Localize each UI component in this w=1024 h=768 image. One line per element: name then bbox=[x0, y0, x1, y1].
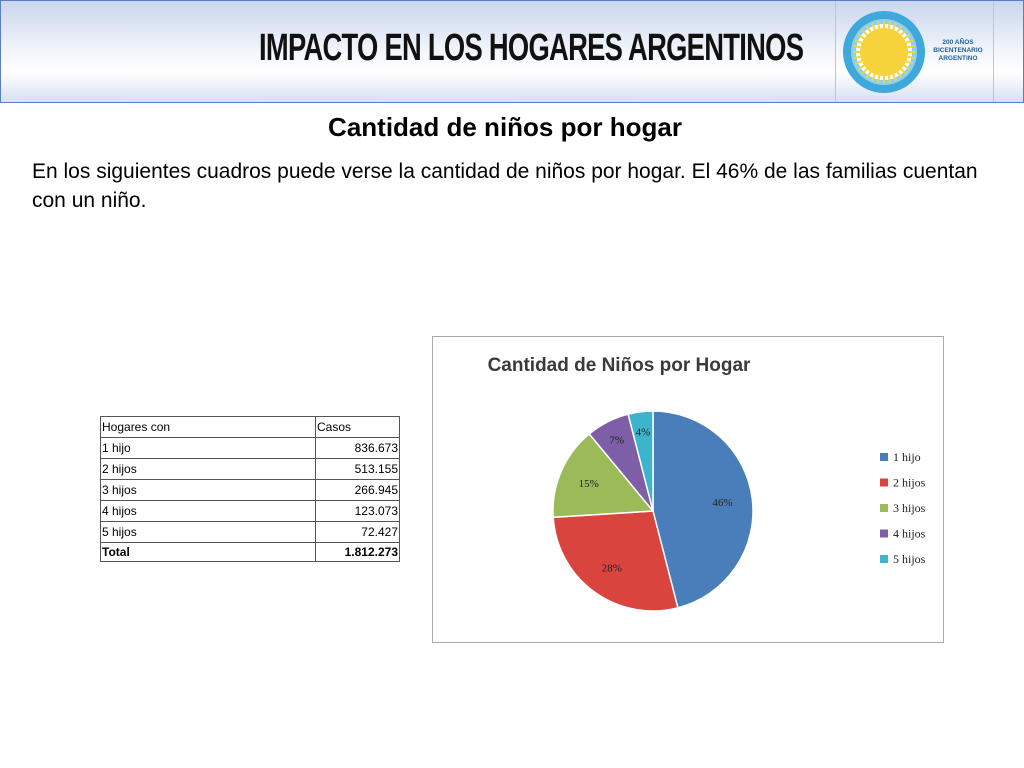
sun-ray bbox=[857, 33, 865, 40]
slice-percent-label: 46% bbox=[712, 497, 732, 509]
table-row: 1 hijo 836.673 bbox=[100, 437, 400, 459]
pie-slice-1 bbox=[652, 410, 754, 609]
sun-ray bbox=[896, 25, 903, 33]
legend-swatch bbox=[880, 453, 888, 461]
sun-ray bbox=[853, 55, 861, 60]
pie-chart-frame: Cantidad de Niños por Hogar 46% 28% 15% 7% 4… bbox=[432, 336, 944, 643]
sun-ray bbox=[892, 22, 897, 31]
sun-ray bbox=[854, 60, 863, 65]
table-row: 4 hijos 123.073 bbox=[100, 500, 400, 522]
chart-legend: 1 hijo 2 hijos 3 hijos 4 hijos 5 hijos bbox=[880, 450, 926, 566]
legend-swatch bbox=[880, 504, 888, 512]
table-cell: 72.427 bbox=[315, 521, 400, 543]
sun-rays-icon bbox=[843, 11, 925, 93]
table-cell: 5 hijos bbox=[100, 521, 316, 543]
table-row: 5 hijos 72.427 bbox=[100, 521, 400, 543]
sun-ray bbox=[861, 68, 868, 75]
table-cell: 836.673 bbox=[315, 437, 400, 459]
slice-percent-label: 4% bbox=[636, 427, 651, 439]
legend-swatch bbox=[880, 529, 888, 538]
table-cell: 123.073 bbox=[315, 500, 400, 522]
bicentenario-logo bbox=[839, 7, 929, 97]
table-header-cell: Hogares con bbox=[100, 416, 316, 438]
pie-slice-2 bbox=[552, 510, 679, 612]
slice-percent-label: 28% bbox=[602, 563, 622, 575]
sun-ray bbox=[900, 68, 907, 75]
slice-percent-label: 15% bbox=[579, 478, 599, 490]
legend-label: 3 hijos bbox=[893, 501, 926, 515]
table-cell: 3 hijos bbox=[100, 479, 316, 501]
legend-swatch bbox=[880, 478, 888, 487]
table-cell: 4 hijos bbox=[100, 500, 316, 522]
sun-ray bbox=[857, 64, 865, 71]
sun-ray bbox=[853, 44, 861, 49]
legend-label: 4 hijos bbox=[893, 527, 926, 541]
slice-labels: 46% 28% 15% 7% 4% bbox=[579, 427, 733, 575]
sun-ray bbox=[854, 39, 863, 44]
table-cell: 513.155 bbox=[315, 458, 400, 480]
pie-slices bbox=[552, 410, 754, 612]
sun-ray bbox=[865, 71, 872, 79]
sun-ray bbox=[900, 29, 907, 36]
bicentenario-logo-text: 200 AÑOS BICENTENARIO ARGENTINO bbox=[925, 39, 991, 63]
table-header-row: Hogares con Casos bbox=[100, 416, 400, 438]
sun-ray bbox=[903, 64, 911, 71]
sun-ray bbox=[887, 75, 892, 83]
table-row: 2 hijos 513.155 bbox=[100, 458, 400, 480]
sun-ray bbox=[896, 71, 903, 79]
table-header-cell: Casos bbox=[315, 416, 400, 438]
header-banner: IMPACTO EN LOS HOGARES ARGENTINOS 200 AÑ… bbox=[0, 0, 1024, 103]
sun-ray bbox=[907, 44, 915, 49]
sun-ray bbox=[876, 75, 881, 83]
sun-ray bbox=[907, 55, 915, 60]
sun-ray bbox=[903, 33, 911, 40]
table-cell: 1.812.273 bbox=[315, 542, 400, 562]
legend-label: 1 hijo bbox=[893, 450, 921, 464]
sun-ray bbox=[871, 73, 876, 82]
page-title: Cantidad de niños por hogar bbox=[328, 112, 682, 142]
intro-paragraph: En los siguientes cuadros puede verse la… bbox=[32, 160, 978, 212]
slice-percent-label: 7% bbox=[609, 435, 624, 447]
table-row: 3 hijos 266.945 bbox=[100, 479, 400, 501]
sun-ray bbox=[865, 25, 872, 33]
legend-swatch bbox=[880, 555, 888, 563]
banner-title: IMPACTO EN LOS HOGARES ARGENTINOS bbox=[259, 27, 804, 69]
table-cell: Total bbox=[100, 542, 316, 562]
logo-line: ARGENTINO bbox=[938, 55, 978, 62]
sun-ray bbox=[905, 60, 914, 65]
legend-label: 5 hijos bbox=[893, 552, 926, 566]
logo-line: BICENTENARIO bbox=[933, 47, 983, 54]
banner-divider bbox=[993, 1, 994, 102]
sun-ray bbox=[871, 22, 876, 31]
table-cell: 266.945 bbox=[315, 479, 400, 501]
sun-ray bbox=[892, 73, 897, 82]
legend-label: 2 hijos bbox=[893, 476, 926, 490]
pie-chart: Cantidad de Niños por Hogar 46%28%15%7%4… bbox=[488, 355, 926, 612]
logo-line: 200 AÑOS bbox=[942, 39, 974, 46]
table-cell: 1 hijo bbox=[100, 437, 316, 459]
sun-ray bbox=[887, 21, 892, 29]
data-table: Hogares con Casos 1 hijo 836.673 2 hijos… bbox=[100, 416, 400, 562]
sun-ray bbox=[861, 29, 868, 36]
pie-slice-3 bbox=[552, 432, 655, 519]
table-total-row: Total 1.812.273 bbox=[100, 542, 400, 562]
banner-divider bbox=[835, 1, 836, 102]
sun-ray bbox=[905, 39, 914, 44]
pie-slice-5 bbox=[627, 410, 654, 512]
sun-ray bbox=[876, 21, 881, 29]
chart-title: Cantidad de Niños por Hogar bbox=[488, 355, 751, 376]
table-cell: 2 hijos bbox=[100, 458, 316, 480]
